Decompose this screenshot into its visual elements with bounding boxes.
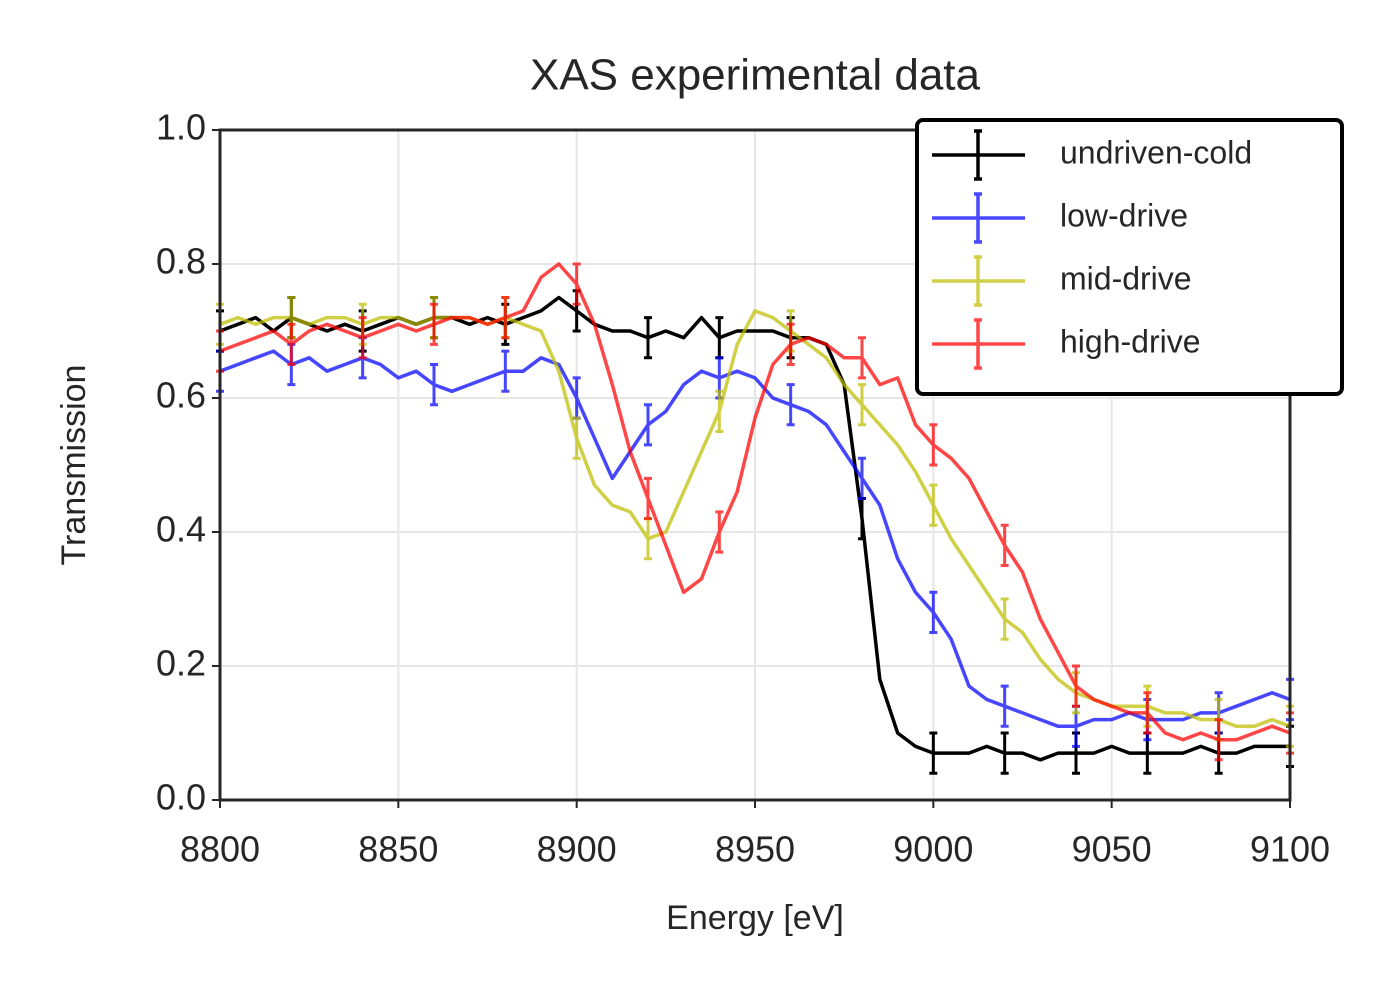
y-axis-label: Transmission: [55, 365, 93, 566]
error-bar-line: [358, 316, 367, 360]
error-bar: [786, 322, 795, 366]
x-tick-label: 9100: [1250, 829, 1330, 870]
y-tick-label: 0.8: [156, 241, 206, 282]
error-bar: [1000, 597, 1009, 641]
x-tick-label: 8850: [358, 829, 438, 870]
error-bar: [929, 423, 938, 467]
legend-label: mid-drive: [1060, 260, 1192, 296]
error-bar-line: [572, 416, 581, 460]
error-bar: [430, 302, 438, 346]
error-bar-line: [572, 262, 581, 306]
error-bar: [858, 383, 866, 427]
error-bar-line: [501, 349, 510, 393]
error-bar: [1143, 691, 1152, 735]
error-bar: [929, 590, 938, 634]
error-bar-line: [501, 296, 510, 340]
legend-line: [932, 255, 1025, 307]
error-bar: [1000, 731, 1009, 775]
error-bar: [929, 483, 938, 527]
error-bar: [786, 383, 795, 427]
error-bar-line: [287, 322, 296, 366]
error-bar-line: [929, 483, 938, 527]
error-bar-line: [644, 476, 652, 521]
x-tick-label: 8800: [180, 829, 260, 870]
error-bar-line: [1000, 597, 1009, 641]
x-tick-label: 8900: [537, 829, 617, 870]
error-bar: [287, 322, 296, 366]
legend-key: [932, 129, 1025, 181]
series-line: [219, 349, 1291, 729]
error-bar: [715, 510, 724, 554]
legend-key: [932, 255, 1025, 307]
x-tick-label: 9000: [893, 829, 973, 870]
legend-line: [932, 129, 1025, 181]
x-tick-label: 8950: [715, 829, 795, 870]
y-tick-label: 0.4: [156, 509, 206, 550]
y-tick-label: 0.0: [156, 777, 206, 818]
error-bar: [572, 416, 581, 460]
error-bar-line: [929, 423, 938, 467]
error-bar: [644, 476, 652, 521]
error-bar: [358, 316, 367, 360]
y-tick-label: 0.6: [156, 375, 206, 416]
error-bar-line: [644, 316, 652, 360]
error-bar-line: [929, 731, 938, 775]
y-tick-label: 1.0: [156, 107, 206, 148]
error-bar-line: [1214, 718, 1223, 762]
error-bar-line: [1143, 691, 1152, 735]
legend-key: [932, 192, 1025, 244]
error-bar-line: [786, 383, 795, 427]
y-tick-label: 0.2: [156, 643, 206, 684]
error-bar-line: [644, 403, 652, 447]
error-bar: [929, 731, 938, 775]
error-bar: [644, 316, 652, 360]
x-axis-label: Energy [eV]: [666, 899, 844, 937]
error-bar-line: [858, 383, 866, 427]
error-bar: [644, 403, 652, 447]
x-tick-label: 9050: [1072, 829, 1152, 870]
error-bar: [858, 456, 866, 500]
error-bar: [858, 336, 866, 380]
chart-title: XAS experimental data: [530, 51, 981, 100]
error-bar-line: [858, 456, 866, 500]
error-bar: [715, 389, 724, 433]
error-bar: [1214, 718, 1223, 762]
legend-label: low-drive: [1060, 197, 1188, 233]
plot-frame: [218, 128, 1292, 802]
error-bar: [1000, 523, 1009, 567]
legend-line: [932, 318, 1025, 370]
error-bar: [501, 349, 510, 393]
legend-label: undriven-cold: [1060, 134, 1252, 170]
error-bar-line: [1000, 523, 1009, 567]
error-bar-line: [786, 322, 795, 366]
error-bar: [501, 296, 510, 340]
error-bar-line: [715, 510, 724, 554]
legend-label: high-drive: [1060, 323, 1201, 359]
legend-line: [932, 192, 1025, 244]
error-bar-line: [715, 389, 724, 433]
error-bar: [572, 262, 581, 306]
error-bar-line: [1000, 684, 1009, 728]
error-bar-line: [929, 590, 938, 634]
series-line: [219, 262, 1291, 742]
error-bar-line: [1072, 664, 1080, 708]
error-bar-line: [1000, 731, 1009, 775]
error-bar: [1072, 664, 1080, 708]
legend-key: [932, 318, 1025, 370]
error-bar-line: [430, 302, 438, 346]
error-bar-line: [858, 336, 866, 380]
legend-box: [915, 118, 1344, 396]
error-bar: [430, 363, 438, 407]
error-bar: [1000, 684, 1009, 728]
error-bar-line: [430, 363, 438, 407]
